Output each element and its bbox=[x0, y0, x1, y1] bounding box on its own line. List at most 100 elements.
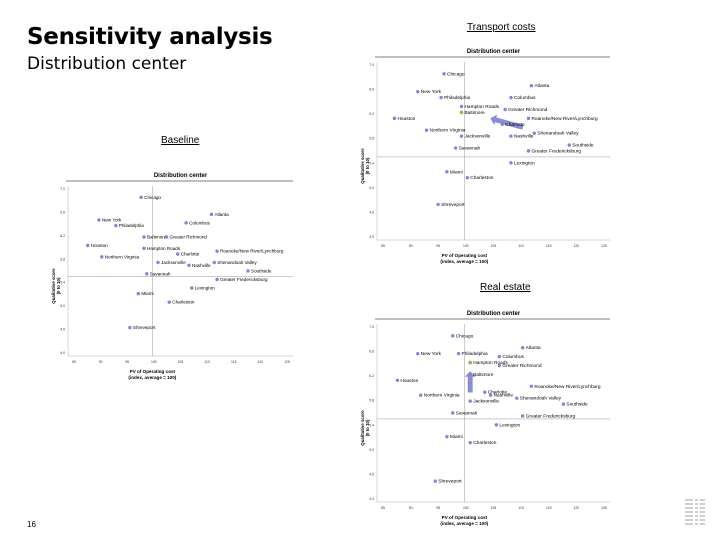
point-atlanta bbox=[520, 346, 525, 350]
point-label-hampton-roads: Hampton Roads bbox=[473, 360, 508, 366]
point-greater-richmond bbox=[503, 107, 507, 112]
point-shenandoah-valley bbox=[212, 260, 216, 265]
point-label-charleston: Charleston bbox=[473, 440, 497, 446]
y-tick-label: 5.8 bbox=[369, 137, 374, 141]
point-label-charlotte: Charlotte bbox=[181, 252, 200, 257]
x-tick-label: 90 bbox=[409, 506, 413, 510]
point-savannah bbox=[453, 146, 458, 150]
point-philadelphia bbox=[456, 351, 461, 356]
section-label-real-estate: Real estate bbox=[480, 282, 531, 293]
point-houston bbox=[85, 243, 90, 248]
point-shenandoah-valley bbox=[515, 396, 519, 400]
scatter-chart-real-estate: Distribution center 85 90 95 100 105 110 115 120… bbox=[360, 311, 610, 526]
point-new-york bbox=[416, 89, 420, 94]
point-label-miami: Miami bbox=[141, 291, 153, 296]
point-label-greater-fredericksburg: Greater Fredericksburg bbox=[220, 277, 268, 282]
point-northern-virginia bbox=[418, 393, 423, 397]
point-greater-fredericksburg bbox=[215, 277, 219, 282]
point-label-greater-fredericksburg: Greater Fredericksburg bbox=[531, 149, 581, 155]
y-tick-label: 6.6 bbox=[369, 350, 374, 354]
point-shreveport bbox=[433, 479, 437, 483]
point-hampton-roads bbox=[459, 104, 464, 109]
y-tick-label: 7.0 bbox=[60, 187, 65, 191]
y-axis-label-units: (0 to 10) bbox=[56, 277, 61, 294]
point-label-jacksonville: Jacksonville bbox=[464, 134, 490, 140]
point-hampton-roads bbox=[142, 246, 146, 251]
point-label-new-york: New York bbox=[421, 89, 442, 95]
x-axis-label-units: (index, average = 100) bbox=[440, 521, 488, 526]
point-label-shenandoah-valley: Shenandoah Valley bbox=[537, 131, 579, 137]
point-jacksonville bbox=[156, 260, 160, 265]
x-tick-label: 115 bbox=[546, 244, 552, 248]
x-tick-label: 90 bbox=[409, 244, 413, 248]
x-axis-label-units: (index, average = 100) bbox=[128, 375, 176, 380]
point-label-columbus: Columbus bbox=[189, 220, 210, 225]
chart-title: Distribution center bbox=[467, 311, 521, 317]
y-tick-label: 5.0 bbox=[369, 448, 374, 452]
point-new-york bbox=[97, 218, 101, 222]
point-charlotte bbox=[175, 252, 180, 256]
point-label-houston: Houston bbox=[400, 378, 418, 384]
point-label-savannah: Savannah bbox=[459, 146, 481, 152]
x-axis-label-units: (index, average = 100) bbox=[440, 259, 488, 264]
point-label-lexington: Lexington bbox=[195, 286, 215, 291]
point-label-greater-richmond: Greater Richmond bbox=[508, 107, 548, 113]
x-tick-label: 120 bbox=[574, 506, 580, 510]
y-axis-label-units: (0 to 10) bbox=[365, 419, 370, 436]
point-savannah bbox=[451, 411, 455, 415]
x-tick-label: 105 bbox=[178, 360, 184, 364]
point-charleston bbox=[167, 300, 171, 304]
x-tick-label: 120 bbox=[574, 244, 580, 248]
point-shreveport bbox=[128, 325, 132, 330]
point-greater-richmond bbox=[164, 235, 169, 239]
y-tick-label: 4.0 bbox=[369, 235, 374, 239]
point-label-greater-richmond: Greater Richmond bbox=[502, 363, 542, 369]
point-label-shreveport: Shreveport bbox=[441, 202, 465, 208]
x-tick-label: 125 bbox=[601, 244, 607, 248]
point-label-miami: Miami bbox=[450, 169, 463, 175]
point-label-philadelphia: Philadelphia bbox=[119, 223, 144, 228]
point-southside bbox=[246, 269, 250, 273]
point-label-shreveport: Shreveport bbox=[133, 325, 156, 330]
y-axis-label: Qualitative score bbox=[51, 268, 56, 304]
section-label-transport: Transport costs bbox=[467, 22, 536, 33]
point-label-columbus: Columbus bbox=[514, 95, 536, 101]
point-shenandoah-valley bbox=[532, 131, 536, 135]
x-tick-label: 95 bbox=[436, 244, 440, 248]
point-label-new-york: New York bbox=[102, 218, 122, 223]
point-greater-richmond bbox=[497, 363, 502, 368]
point-label-nashville: Nashville bbox=[514, 134, 534, 140]
section-label-baseline: Baseline bbox=[161, 135, 200, 146]
point-label-houston: Houston bbox=[397, 116, 415, 122]
x-tick-label: 110 bbox=[204, 360, 210, 364]
x-axis-label: PV of Operating cost bbox=[130, 369, 176, 374]
point-label-atlanta: Atlanta bbox=[534, 83, 549, 89]
chart-title: Distribution center bbox=[154, 173, 208, 179]
y-tick-label: 5.0 bbox=[369, 186, 374, 190]
x-tick-label: 115 bbox=[546, 506, 552, 510]
x-tick-label: 120 bbox=[258, 360, 264, 364]
point-label-lexington: Lexington bbox=[499, 422, 520, 428]
point-label-shenandoah-valley: Shenandoah Valley bbox=[217, 260, 257, 265]
point-charlotte bbox=[483, 390, 487, 394]
point-miami bbox=[445, 170, 449, 174]
point-lexington bbox=[509, 161, 513, 165]
point-savannah bbox=[145, 272, 149, 276]
point-label-southside: Southside bbox=[572, 143, 594, 149]
x-axis-label: PV of Operating cost bbox=[442, 515, 488, 520]
y-tick-label: 4.0 bbox=[60, 351, 65, 355]
point-label-savannah: Savannah bbox=[150, 271, 171, 276]
point-lexington bbox=[494, 423, 499, 427]
x-tick-label: 110 bbox=[518, 506, 524, 510]
y-tick-label: 6.6 bbox=[60, 210, 65, 214]
point-philadelphia bbox=[439, 95, 443, 100]
y-tick-label: 4.6 bbox=[369, 472, 374, 476]
y-tick-label: 4.6 bbox=[369, 210, 374, 214]
y-tick-label: 7.0 bbox=[369, 325, 374, 329]
x-tick-label: 110 bbox=[518, 244, 524, 248]
y-tick-label: 5.8 bbox=[369, 399, 374, 403]
y-tick-label: 4.0 bbox=[369, 497, 374, 501]
point-label-chicago: Chicago bbox=[447, 71, 465, 77]
point-label-charleston: Charleston bbox=[470, 175, 494, 181]
y-tick-label: 5.4 bbox=[369, 161, 374, 165]
